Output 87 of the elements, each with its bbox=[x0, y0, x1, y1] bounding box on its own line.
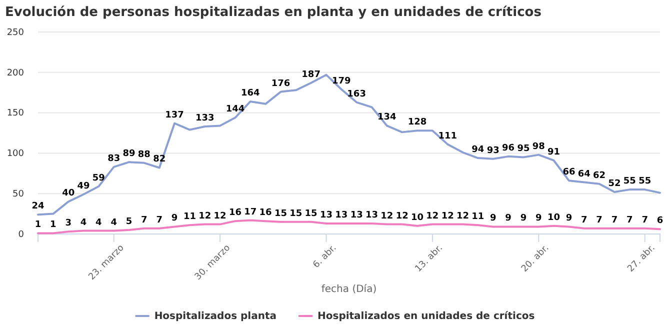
data-label: 66 bbox=[562, 168, 576, 178]
y-tick-label: 100 bbox=[6, 149, 24, 160]
data-label: 40 bbox=[62, 188, 75, 199]
data-label: 7 bbox=[642, 215, 648, 226]
data-label: 12 bbox=[456, 211, 470, 222]
data-label: 7 bbox=[626, 215, 633, 226]
data-label: 9 bbox=[505, 214, 512, 224]
data-label: 9 bbox=[171, 214, 178, 224]
data-label: 11 bbox=[183, 212, 196, 222]
data-label: 88 bbox=[138, 150, 150, 160]
data-label: 62 bbox=[593, 170, 606, 181]
x-tick-label: 20. abr. bbox=[520, 243, 552, 274]
data-label: 9 bbox=[536, 214, 542, 224]
data-label: 1 bbox=[34, 220, 42, 230]
data-label: 94 bbox=[472, 145, 484, 156]
data-label: 13 bbox=[320, 210, 333, 220]
data-label: 83 bbox=[108, 154, 120, 164]
data-label: 7 bbox=[611, 215, 618, 226]
x-axis-title: fecha (Día) bbox=[321, 284, 377, 295]
data-label: 13 bbox=[350, 210, 363, 220]
data-label: 91 bbox=[548, 147, 560, 158]
data-label: 95 bbox=[517, 144, 530, 154]
data-label: 15 bbox=[304, 208, 318, 219]
data-label: 16 bbox=[228, 208, 242, 218]
data-label: 24 bbox=[32, 202, 44, 212]
data-label: 64 bbox=[578, 169, 590, 180]
data-label: 15 bbox=[290, 208, 302, 219]
data-label: 4 bbox=[96, 218, 102, 228]
legend-label: Hospitalizados planta bbox=[154, 311, 276, 322]
data-label: 12 bbox=[214, 211, 226, 222]
data-label: 59 bbox=[92, 173, 105, 184]
data-label: 9 bbox=[566, 214, 572, 224]
data-label: 55 bbox=[623, 176, 636, 187]
data-label: 82 bbox=[153, 154, 166, 165]
data-label: 187 bbox=[302, 70, 320, 80]
data-label: 144 bbox=[226, 104, 245, 115]
y-tick-label: 250 bbox=[6, 28, 24, 38]
x-tick-label: 13. abr. bbox=[414, 243, 445, 274]
data-label: 12 bbox=[380, 211, 394, 222]
data-label: 133 bbox=[195, 114, 214, 124]
data-label: 4 bbox=[110, 218, 117, 228]
data-label: 7 bbox=[581, 215, 588, 226]
data-label: 176 bbox=[271, 78, 290, 89]
data-label: 9 bbox=[490, 214, 496, 224]
data-label: 164 bbox=[240, 88, 260, 98]
data-label: 12 bbox=[426, 211, 439, 222]
data-label: 7 bbox=[156, 215, 162, 226]
data-label: 128 bbox=[408, 118, 427, 128]
data-label: 89 bbox=[122, 149, 136, 160]
data-label: 7 bbox=[141, 215, 148, 226]
y-tick-label: 0 bbox=[18, 230, 24, 240]
y-tick-label: 200 bbox=[6, 68, 24, 78]
data-label: 96 bbox=[502, 143, 515, 154]
data-label: 12 bbox=[441, 211, 454, 222]
y-tick-label: 150 bbox=[6, 108, 24, 119]
data-label: 4 bbox=[80, 218, 87, 228]
data-label: 55 bbox=[638, 176, 652, 187]
data-label: 12 bbox=[396, 211, 408, 222]
data-label: 10 bbox=[411, 212, 424, 223]
legend-label: Hospitalizados en unidades de críticos bbox=[318, 311, 535, 322]
chart-title: Evolución de personas hospitalizadas en planta y en unidades de críticos bbox=[5, 5, 542, 20]
data-label: 98 bbox=[532, 142, 545, 152]
data-label: 15 bbox=[274, 208, 287, 219]
data-label: 9 bbox=[520, 214, 527, 224]
data-label: 6 bbox=[656, 216, 664, 226]
data-label: 163 bbox=[347, 89, 366, 100]
data-label: 134 bbox=[378, 112, 396, 123]
data-label: 16 bbox=[259, 208, 272, 218]
data-label: 52 bbox=[608, 178, 621, 189]
data-label: 13 bbox=[335, 210, 348, 220]
data-label: 12 bbox=[198, 211, 212, 222]
data-label: 10 bbox=[548, 212, 560, 223]
data-label: 3 bbox=[65, 218, 72, 229]
data-label: 49 bbox=[77, 181, 90, 192]
data-label: 137 bbox=[165, 110, 184, 120]
x-tick-label: 27. abr. bbox=[626, 243, 658, 274]
data-label: 7 bbox=[596, 215, 602, 226]
data-label: 11 bbox=[472, 212, 484, 222]
x-tick-label: 6. abr. bbox=[312, 243, 339, 270]
data-label: 13 bbox=[365, 210, 378, 220]
data-label: 111 bbox=[438, 131, 458, 142]
data-label: 17 bbox=[244, 207, 257, 218]
y-tick-label: 50 bbox=[12, 189, 24, 200]
data-label: 93 bbox=[486, 146, 500, 156]
data-label: 179 bbox=[332, 76, 351, 86]
data-label: 5 bbox=[126, 216, 132, 227]
data-label: 1 bbox=[50, 220, 56, 230]
